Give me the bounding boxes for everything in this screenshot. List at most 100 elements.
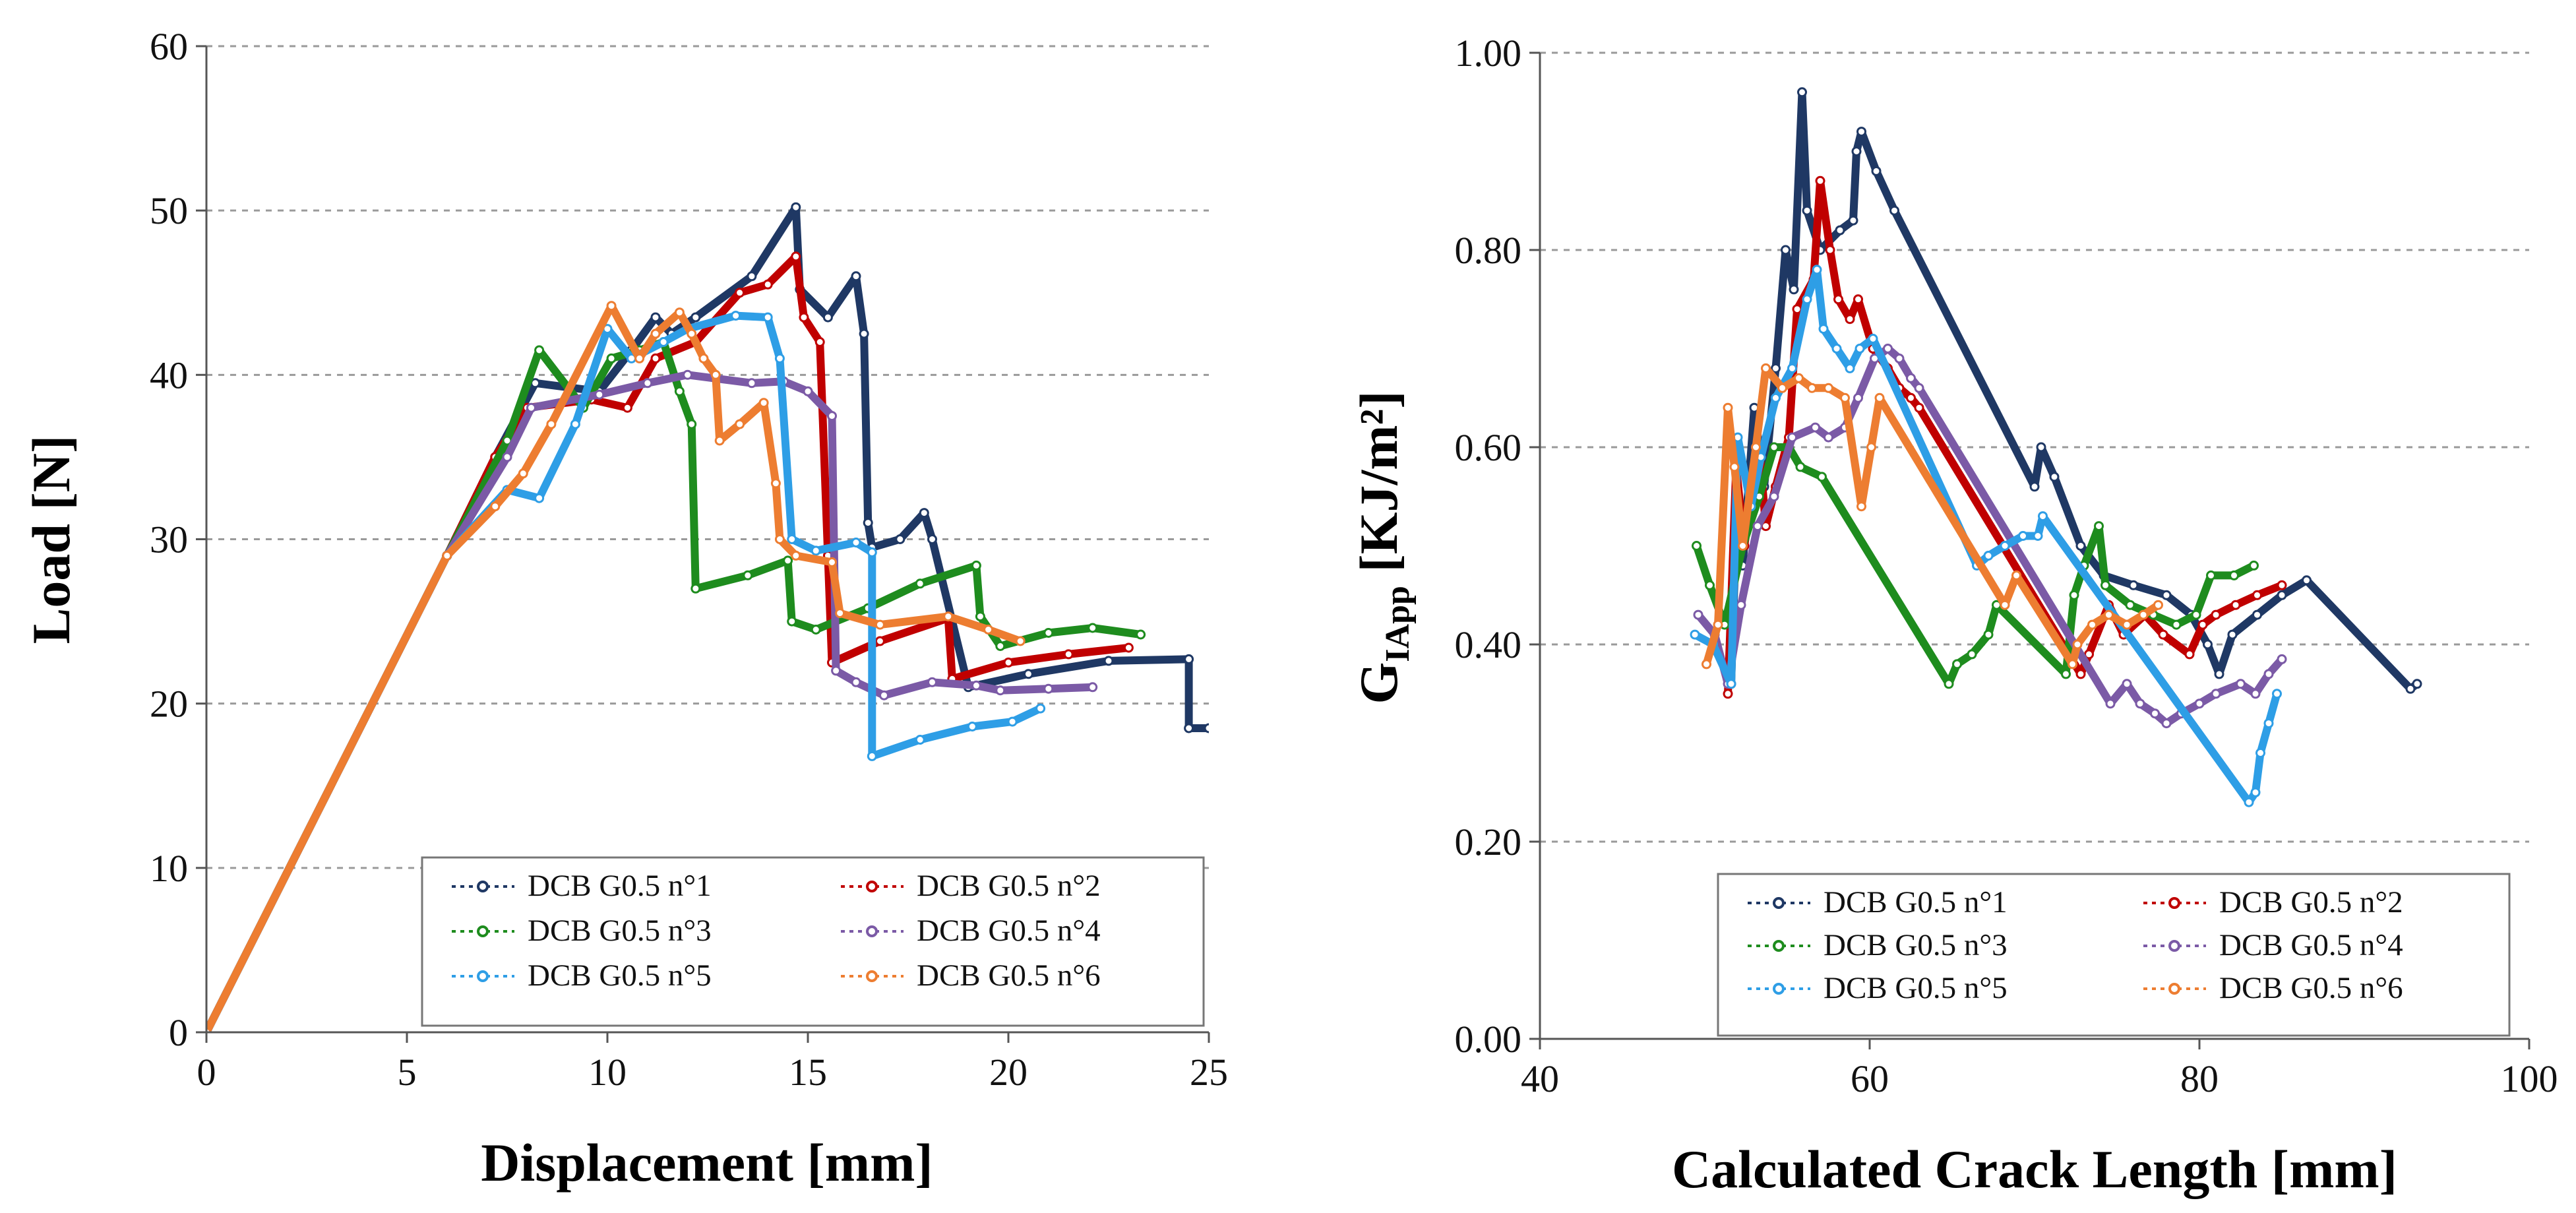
data-point (1024, 670, 1032, 678)
data-point (776, 354, 783, 362)
data-point (2215, 670, 2223, 678)
data-point (800, 313, 808, 321)
data-point (1724, 690, 1732, 698)
data-point (1868, 443, 1876, 451)
series-line (1695, 270, 2277, 802)
data-point (571, 420, 579, 428)
legend-label: DCB G0.5 n°3 (528, 914, 712, 948)
data-point (1907, 374, 1915, 382)
data-point (623, 404, 631, 412)
data-point (2139, 611, 2147, 619)
data-point (776, 536, 783, 544)
right-chart: 0.000.200.400.600.801.0040 60 80 100 Calcul… (1349, 32, 2558, 1199)
data-point (2245, 798, 2253, 806)
x-tick-label: 40 (1521, 1057, 1559, 1100)
data-point (2186, 650, 2193, 658)
data-point (968, 723, 976, 731)
data-point (1855, 295, 1862, 303)
data-point (1872, 167, 1880, 175)
data-point (2077, 542, 2085, 550)
data-point (929, 678, 936, 686)
data-point (760, 399, 768, 407)
data-point (2106, 700, 2114, 708)
x-tick-label: 100 (2501, 1057, 2558, 1100)
data-point (1795, 374, 1803, 382)
data-point (2254, 611, 2261, 619)
data-point (491, 503, 499, 511)
data-point (1185, 655, 1193, 663)
data-point (764, 313, 772, 321)
data-point (2278, 655, 2286, 663)
data-point (2102, 581, 2110, 589)
data-point (1739, 542, 1747, 550)
data-point (1833, 345, 1841, 353)
data-point (868, 752, 876, 760)
data-point (1803, 206, 1811, 214)
data-point (2013, 571, 2021, 579)
data-point (1826, 246, 1834, 254)
y-tick-label: 30 (150, 518, 188, 561)
data-point (1770, 493, 1778, 501)
data-point (596, 390, 603, 398)
legend-swatch-marker (2170, 984, 2179, 993)
data-point (976, 613, 984, 621)
y-tick-label: 0.80 (1455, 229, 1522, 272)
data-point (1841, 394, 1849, 402)
legend-label: DCB G0.5 n°2 (917, 869, 1101, 903)
x-tick-label: 0 (197, 1051, 216, 1094)
data-point (1816, 177, 1824, 185)
data-point (2278, 591, 2286, 599)
data-point (2232, 601, 2240, 609)
data-point (1772, 394, 1780, 402)
data-point (607, 302, 615, 310)
chart-figure: 01020304050600 5 10 15 20 25 Displacement [mm… (0, 0, 2576, 1213)
data-point (880, 691, 888, 699)
data-point (2001, 601, 2009, 609)
data-point (1779, 384, 1787, 392)
legend-label: DCB G0.5 n°1 (528, 869, 712, 903)
data-point (1105, 657, 1113, 665)
legend-label: DCB G0.5 n°1 (1824, 885, 2008, 919)
data-point (1945, 680, 1953, 688)
data-point (944, 613, 952, 621)
data-point (443, 551, 451, 559)
data-point (652, 313, 659, 321)
data-point (1770, 443, 1778, 451)
data-point (2039, 513, 2047, 520)
data-point (1045, 629, 1053, 637)
data-point (972, 681, 980, 689)
data-point (1737, 601, 1745, 609)
data-point (1124, 644, 1132, 652)
data-point (972, 561, 980, 569)
data-point (2254, 591, 2261, 599)
right-y-axis-title: GIApp [KJ/m²] (1349, 390, 1417, 704)
data-point (2252, 788, 2259, 796)
data-point (1858, 128, 1866, 136)
data-point (503, 453, 511, 461)
data-point (2250, 561, 2258, 569)
data-point (2155, 601, 2162, 609)
data-point (547, 420, 555, 428)
data-point (2212, 611, 2220, 619)
x-tick-label: 25 (1190, 1051, 1228, 1094)
data-point (1137, 631, 1145, 638)
legend-swatch-marker (478, 882, 487, 891)
data-point (1045, 685, 1053, 693)
data-point (916, 736, 924, 744)
data-point (688, 420, 696, 428)
data-point (2212, 690, 2220, 698)
data-point (1813, 266, 1821, 274)
legend-swatch-marker (478, 927, 487, 936)
data-point (692, 313, 700, 321)
data-point (1796, 463, 1804, 471)
x-tick-label: 10 (588, 1051, 627, 1094)
data-point (536, 494, 543, 502)
data-point (748, 379, 756, 387)
data-point (916, 580, 924, 588)
data-point (748, 272, 756, 280)
data-point (1907, 394, 1915, 402)
data-point (997, 642, 1004, 650)
y-tick-label: 0 (169, 1011, 188, 1054)
y-tick-label: 0.00 (1455, 1018, 1522, 1061)
data-point (636, 354, 644, 362)
